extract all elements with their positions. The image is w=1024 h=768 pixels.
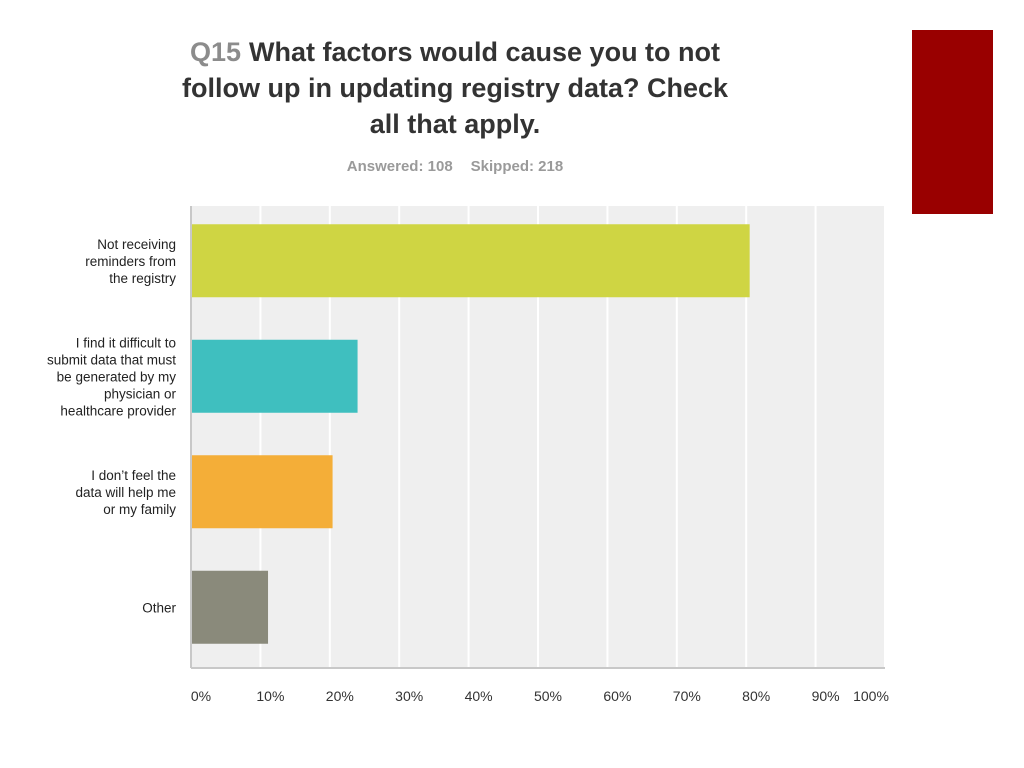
question-number: Q15 — [189, 37, 241, 67]
skipped-count: Skipped: 218 — [470, 158, 564, 175]
x-tick-label: 30% — [395, 688, 423, 704]
title-line-2: follow up in updating registry data? Che… — [181, 73, 729, 103]
x-tick-label: 0% — [191, 688, 211, 704]
bar — [192, 339, 358, 413]
x-tick-label: 40% — [465, 688, 493, 704]
category-label: I find it difficult to — [76, 335, 176, 350]
title-line-3: all that apply. — [369, 109, 541, 139]
category-label: be generated by my — [57, 369, 177, 384]
x-tick-label: 100% — [853, 688, 889, 704]
bar — [192, 224, 750, 298]
answered-count: Answered: 108 — [346, 158, 453, 175]
category-label: data will help me — [75, 485, 176, 500]
title-line-1: Q15 What factors would cause you to not — [130, 34, 780, 70]
category-label: submit data that must — [47, 352, 176, 367]
bar — [192, 455, 333, 529]
x-tick-label: 80% — [742, 688, 770, 704]
accent-bar — [912, 30, 993, 214]
x-tick-label: 20% — [326, 688, 354, 704]
x-tick-label: 90% — [812, 688, 840, 704]
x-tick-label: 10% — [256, 688, 284, 704]
x-tick-label: 50% — [534, 688, 562, 704]
title-line-1-text: What factors would cause you to not — [249, 37, 721, 67]
question-title: Q15 What factors would cause you to not f… — [130, 34, 780, 142]
category-label: Other — [142, 600, 176, 615]
category-label: Not receiving — [97, 237, 176, 252]
response-stats: Answered: 108 Skipped: 218 — [130, 158, 780, 175]
category-label: or my family — [103, 502, 176, 517]
category-label: the registry — [109, 271, 176, 286]
x-tick-label: 70% — [673, 688, 701, 704]
category-label: I don’t feel the — [91, 468, 176, 483]
category-label: healthcare provider — [60, 403, 176, 418]
x-tick-label: 60% — [603, 688, 631, 704]
bar — [192, 570, 269, 644]
category-label: reminders from — [85, 254, 176, 269]
category-label: physician or — [104, 386, 177, 401]
